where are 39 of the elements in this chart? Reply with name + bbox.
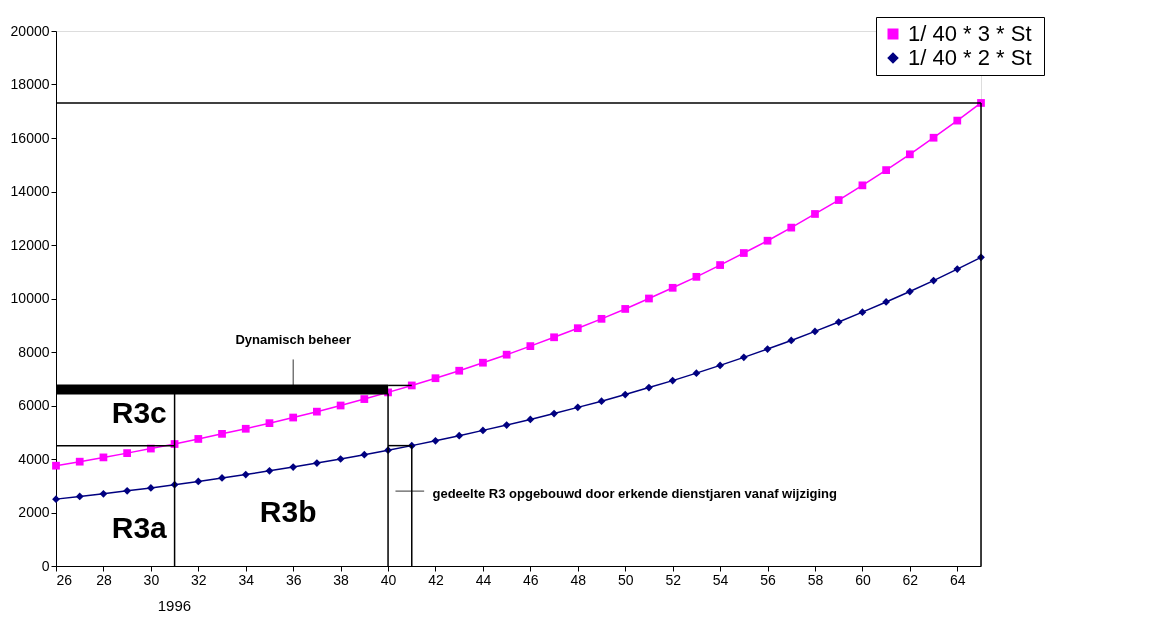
y-tick-label: 16000	[10, 129, 50, 146]
x-tick-label: 54	[712, 571, 729, 588]
x-tick-label: 50	[617, 571, 634, 588]
x-tick-label: 30	[143, 571, 160, 588]
x-tick-label: 44	[475, 571, 492, 588]
x-tick-label: 64	[949, 571, 966, 588]
y-tick-label: 10000	[10, 290, 50, 306]
y-tick-label: 4000	[18, 450, 50, 467]
y-tick-label: 6000	[18, 397, 50, 413]
x-tick-label: 26	[56, 571, 73, 588]
x-tick-label: 28	[96, 571, 112, 588]
y-tick-label: 18000	[10, 76, 50, 92]
x-tick-label: 38	[333, 571, 350, 588]
y-tick-label: 2000	[18, 504, 50, 520]
x-tick-label: 32	[191, 571, 207, 588]
annotation: R3c	[111, 395, 167, 429]
x-tick-label: 34	[238, 571, 255, 588]
y-tick-label: 8000	[18, 343, 50, 360]
legend-label: 1/ 40 * 3 * St	[908, 21, 1032, 46]
x-tick-label: 60	[855, 571, 871, 588]
legend-label: 1/ 40 * 2 * St	[908, 45, 1032, 70]
x-tick-label: 52	[665, 571, 682, 588]
x-tick-label: 46	[523, 571, 539, 588]
y-tick-label: 14000	[10, 183, 50, 199]
y-tick-label: 12000	[10, 236, 50, 253]
x-tick-label: 56	[760, 571, 777, 588]
text: 1996	[157, 597, 192, 615]
annotation: Dynamisch beheer	[235, 332, 351, 348]
annotation: R3a	[111, 510, 168, 544]
x-tick-label: 36	[285, 571, 302, 588]
x-tick-label: 58	[807, 571, 824, 588]
y-tick-label: 20000	[10, 22, 50, 39]
x-tick-label: 62	[902, 571, 919, 588]
annotation: R3b	[259, 494, 317, 528]
annotation: gedeelte R3 opgebouwd door erkende dienstjaren vanaf wijziging	[432, 485, 838, 501]
x-tick-label: 42	[428, 571, 444, 588]
x-tick-label: 48	[570, 571, 587, 588]
x-tick-label: 40	[380, 571, 397, 588]
y-tick-label: 0	[41, 557, 50, 574]
